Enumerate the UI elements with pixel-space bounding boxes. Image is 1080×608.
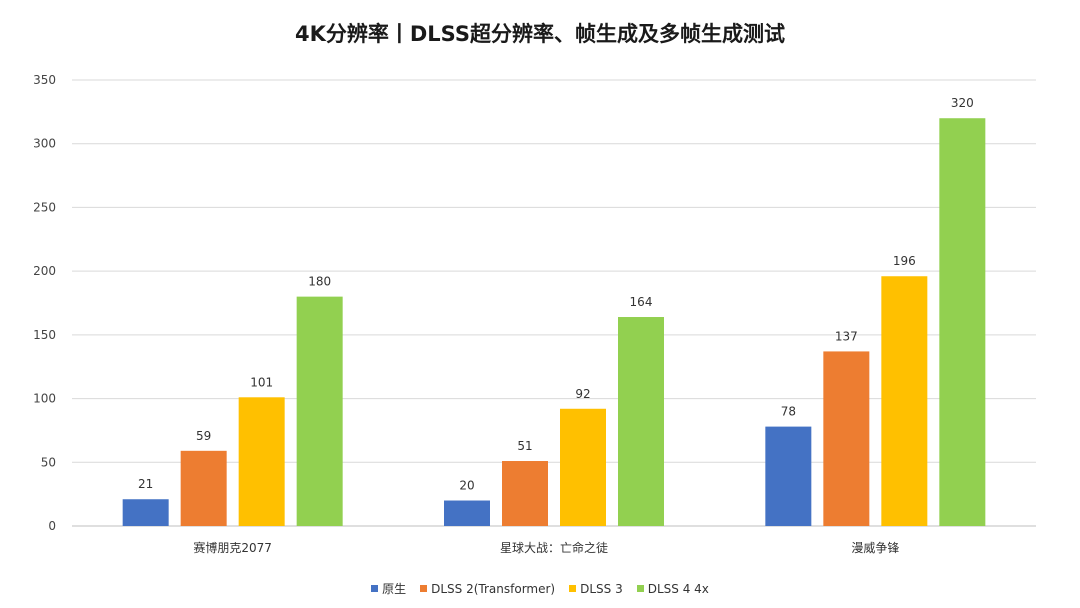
bar (238, 397, 285, 526)
data-label: 196 (893, 254, 916, 268)
legend-swatch (569, 585, 577, 592)
legend-swatch (371, 585, 379, 592)
y-tick-label: 250 (33, 200, 56, 214)
legend-item: DLSS 3 (569, 582, 623, 596)
y-tick-label: 350 (33, 73, 56, 87)
data-label: 20 (459, 479, 474, 493)
data-label: 21 (138, 477, 153, 491)
y-tick-label: 300 (33, 137, 56, 151)
chart-title: 4K分辨率丨DLSS超分辨率、帧生成及多帧生成测试 (294, 22, 785, 46)
x-category-label: 漫威争锋 (851, 541, 899, 555)
bar (765, 426, 812, 526)
legend-label: DLSS 3 (580, 581, 623, 596)
bar-chart: 0 50 100 150 200 250 300 350 21 59 101 180 赛博朋克2077 2… (33, 73, 1036, 555)
x-category-label: 赛博朋克2077 (193, 540, 272, 555)
bar (939, 118, 986, 526)
data-label: 51 (517, 439, 532, 453)
bar (881, 276, 928, 526)
legend: 原生 DLSS 2(Transformer) DLSS 3 DLSS 4 4x (0, 580, 1080, 597)
bar (122, 499, 169, 526)
y-tick-label: 150 (33, 328, 56, 342)
bar (618, 317, 664, 526)
y-tick-label: 50 (41, 455, 56, 469)
legend-label: DLSS 2(Transformer) (431, 581, 556, 596)
legend-item: DLSS 2(Transformer) (420, 582, 555, 596)
legend-label: 原生 (382, 582, 407, 596)
y-tick-label: 200 (33, 264, 56, 278)
bar (444, 500, 490, 526)
bar (296, 296, 343, 526)
x-category-label: 星球大战：亡命之徒 (500, 540, 608, 555)
bar (502, 461, 548, 526)
legend-swatch (420, 585, 428, 592)
legend-swatch (636, 585, 644, 592)
data-label: 164 (630, 295, 653, 309)
bar (560, 408, 606, 526)
data-label: 78 (781, 405, 796, 419)
bar (823, 351, 870, 526)
bar (180, 450, 227, 526)
data-label: 180 (308, 275, 331, 289)
data-label: 59 (196, 429, 211, 443)
data-label: 101 (250, 375, 273, 389)
y-tick-label: 100 (33, 392, 56, 406)
y-tick-label: 0 (48, 519, 56, 533)
data-label: 92 (575, 387, 590, 401)
legend-item: DLSS 4 4x (636, 581, 709, 596)
data-label: 320 (951, 96, 974, 110)
legend-label: DLSS 4 4x (647, 581, 709, 596)
data-label: 137 (835, 329, 858, 343)
legend-item: 原生 (371, 580, 406, 597)
